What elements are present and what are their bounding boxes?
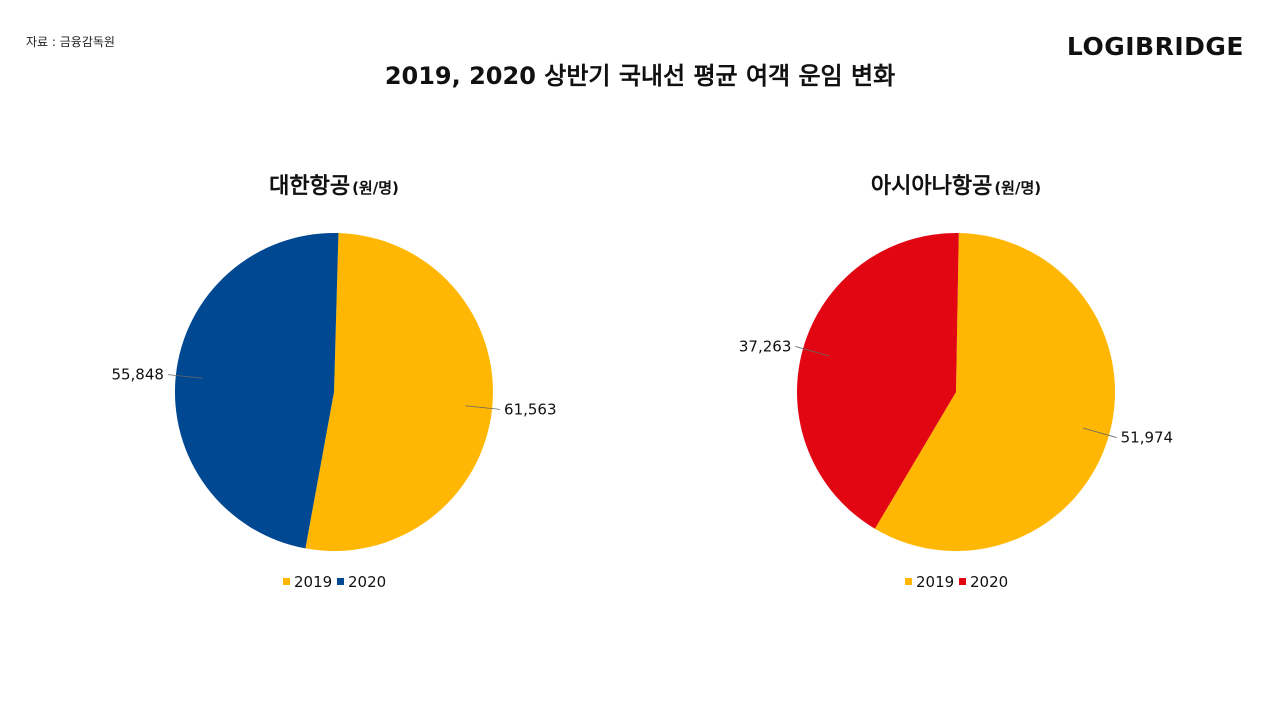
pie-slice-2020: [174, 232, 339, 549]
pie-chart-asiana: 아시아나항공 (원/명) 51,974 37,263 2019 2020: [739, 174, 1173, 591]
source-note: 자료 : 금융감독원: [26, 35, 115, 49]
chart-title-unit: (원/명): [994, 179, 1041, 197]
data-label-2020: 55,848: [111, 366, 164, 384]
legend-korean-air: 2019 2020: [283, 573, 386, 591]
legend-label-2020: 2020: [970, 573, 1008, 591]
legend-label-2019: 2019: [294, 573, 332, 591]
data-label-2019: 51,974: [1121, 429, 1174, 447]
leader-line-2020: [795, 346, 830, 357]
chart-title-unit: (원/명): [352, 179, 399, 197]
pie-slice-2020: [797, 232, 959, 529]
legend-asiana: 2019 2020: [905, 573, 1008, 591]
legend-swatch-2020: [337, 578, 344, 585]
data-label-2020: 37,263: [739, 337, 792, 355]
page-title: 2019, 2020 상반기 국내선 평균 여객 운임 변화: [384, 62, 896, 90]
legend-swatch-2019: [905, 578, 912, 585]
pie-chart-korean-air: 대한항공 (원/명) 61,563 55,848 2019 2020: [111, 174, 556, 591]
pie-slice-2019: [305, 233, 493, 551]
pie-slice-2019: [874, 233, 1116, 551]
data-label-2019: 61,563: [504, 400, 557, 418]
leader-line-2019: [1082, 427, 1117, 438]
legend-label-2020: 2020: [348, 573, 386, 591]
brand-logo: LOGIBRIDGE: [1066, 32, 1244, 61]
chart-title-korean-air: 대한항공 (원/명): [269, 174, 399, 199]
chart-title-text: 아시아나항공: [871, 174, 992, 199]
legend-swatch-2019: [283, 578, 290, 585]
leader-line-2019: [465, 405, 501, 410]
leader-line-2020: [167, 374, 203, 379]
legend-label-2019: 2019: [916, 573, 954, 591]
chart-title-asiana: 아시아나항공 (원/명): [871, 174, 1041, 199]
chart-title-text: 대한항공: [269, 174, 350, 199]
legend-swatch-2020: [959, 578, 966, 585]
